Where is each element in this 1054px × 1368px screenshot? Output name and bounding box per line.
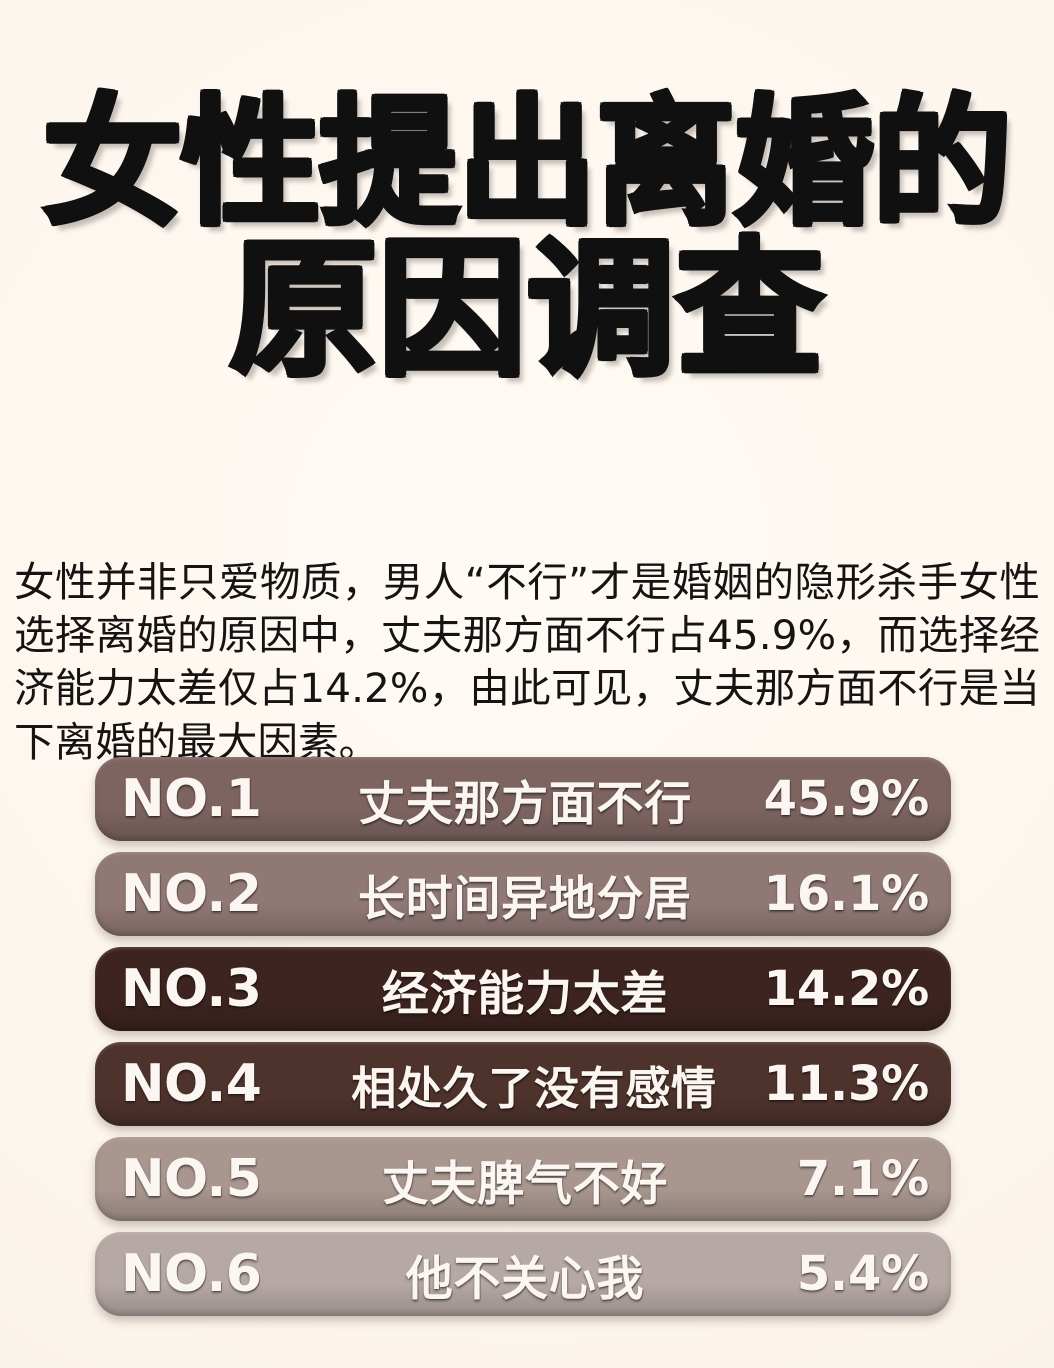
table-row: NO.4 相处久了没有感情 11.3% (95, 1042, 951, 1126)
rank-number: NO.2 (121, 864, 262, 924)
rank-percent: 7.1% (796, 1151, 929, 1207)
table-row: NO.6 他不关心我 5.4% (95, 1232, 951, 1316)
rank-label: 他不关心我 (405, 1251, 645, 1307)
table-row: NO.5 丈夫脾气不好 7.1% (95, 1137, 951, 1221)
table-row: NO.1 丈夫那方面不行 45.9% (95, 757, 951, 841)
rank-number: NO.3 (121, 959, 262, 1019)
rank-number: NO.1 (121, 769, 262, 829)
rank-percent: 5.4% (796, 1246, 929, 1302)
rank-percent: 14.2% (763, 961, 930, 1017)
title-line-2: 原因调查 (227, 223, 826, 396)
table-row: NO.3 经济能力太差 14.2% (95, 947, 951, 1031)
rank-label: 相处久了没有感情 (351, 1061, 717, 1115)
rank-percent: 45.9% (763, 771, 930, 827)
rank-number: NO.6 (121, 1244, 262, 1304)
title-line-1: 女性提出离婚的 (40, 82, 1014, 244)
rank-percent: 11.3% (763, 1056, 930, 1112)
rank-number: NO.4 (121, 1054, 262, 1114)
rank-number: NO.5 (121, 1149, 262, 1209)
rank-label: 丈夫脾气不好 (381, 1156, 669, 1212)
lead-paragraph: 女性并非只爱物质，男人“不行”才是婚姻的隐形杀手女性选择离婚的原因中，丈夫那方面… (14, 557, 1040, 766)
rank-label: 丈夫那方面不行 (358, 776, 692, 832)
rank-percent: 16.1% (763, 866, 930, 922)
page-title: 女性提出离婚的 原因调查 (0, 82, 1054, 396)
rank-label: 长时间异地分居 (358, 871, 692, 927)
table-row: NO.2 长时间异地分居 16.1% (95, 852, 951, 936)
ranking-list: NO.1 丈夫那方面不行 45.9% NO.2 长时间异地分居 16.1% NO… (95, 757, 951, 1316)
rank-label: 经济能力太差 (381, 966, 669, 1022)
